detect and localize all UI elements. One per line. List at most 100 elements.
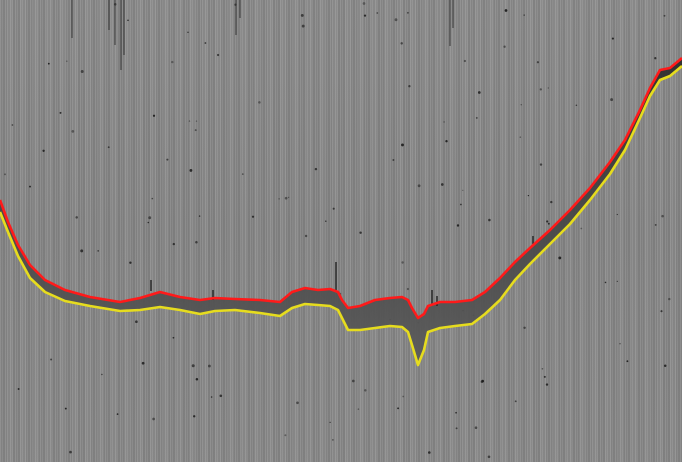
speckle-dot — [543, 375, 546, 378]
speckle-dot — [172, 242, 175, 246]
speckle-dot — [332, 439, 334, 441]
speckle-dot — [514, 400, 517, 403]
speckle-dot — [488, 218, 491, 222]
speckle-dot — [401, 261, 404, 264]
speckle-dot — [527, 194, 530, 197]
boundary-spikes — [150, 236, 534, 306]
speckle-dot — [481, 379, 485, 383]
speckle-dot — [503, 45, 506, 48]
speckle-dot — [376, 12, 379, 14]
speckle-dot — [610, 98, 614, 102]
speckle-dot — [401, 143, 404, 147]
speckle-dot — [545, 383, 549, 386]
speckle-dot — [406, 287, 409, 291]
speckle-dot — [219, 394, 223, 398]
speckle-dot — [195, 120, 198, 122]
speckle-dot — [455, 427, 458, 430]
speckle-dot — [547, 87, 549, 89]
speckle-dot — [462, 189, 464, 191]
speckle-dot — [300, 13, 304, 17]
speckle-dot — [523, 326, 526, 330]
speckle-dot — [195, 240, 198, 244]
speckle-dot — [47, 62, 50, 65]
speckle-dot — [546, 220, 549, 223]
speckle-dot — [301, 24, 305, 28]
speckle-dot — [152, 114, 156, 117]
speckle-dot — [141, 361, 145, 365]
speckle-dot — [408, 85, 411, 88]
speckle-dot — [101, 373, 103, 376]
speckle-dot — [520, 103, 523, 106]
speckle-dot — [4, 173, 6, 176]
speckle-dot — [417, 184, 421, 188]
speckle-dot — [107, 146, 110, 149]
lower-boundary-line — [0, 65, 682, 367]
speckle-dot — [80, 70, 84, 73]
speckle-dot — [604, 281, 607, 284]
speckle-dot — [392, 159, 395, 161]
speckle-dot — [539, 88, 542, 91]
speckle-dot — [445, 140, 448, 143]
tissue-band — [0, 58, 682, 365]
speckle-dot — [660, 310, 663, 313]
speckle-dot — [241, 173, 244, 175]
speckle-dot — [364, 389, 367, 392]
speckle-dot — [463, 59, 467, 63]
speckle-dot — [191, 364, 195, 368]
speckle-dot — [474, 426, 478, 429]
speckle-dot — [135, 320, 138, 324]
speckle-dot — [406, 11, 409, 14]
speckle-dot — [147, 221, 150, 224]
speckle-dot — [151, 197, 154, 200]
speckle-dot — [541, 367, 544, 370]
speckle-dot — [329, 421, 331, 424]
speckle-dot — [127, 19, 129, 22]
speckle-dot — [234, 3, 237, 6]
speckle-dot — [523, 14, 525, 16]
speckle-dot — [363, 14, 367, 17]
speckle-dot — [394, 18, 398, 22]
speckle-dot — [580, 227, 583, 230]
speckle-dot — [616, 213, 618, 216]
speckle-dot — [17, 388, 20, 390]
speckle-dot — [456, 224, 460, 227]
speckle-dot — [519, 136, 522, 138]
speckle-dot — [113, 3, 117, 6]
speckle-dot — [663, 364, 667, 367]
speckle-dot — [668, 297, 671, 301]
speckle-dot — [504, 9, 508, 12]
speckle-dot — [198, 215, 201, 217]
speckle-dot — [332, 207, 335, 210]
speckle-dot — [296, 401, 299, 405]
speckle-dot — [189, 168, 193, 172]
speckle-dot — [204, 42, 207, 44]
speckle-dot — [171, 60, 174, 64]
speckle-dot — [351, 379, 355, 383]
speckle-dot — [187, 31, 189, 34]
speckle-dot — [64, 407, 67, 410]
speckle-dot — [195, 378, 199, 381]
speckle-dot — [304, 234, 308, 238]
speckle-dot — [97, 250, 100, 252]
speckle-dot — [536, 61, 540, 64]
speckle-dot — [397, 407, 400, 410]
speckle-dot — [278, 198, 280, 200]
speckle-dot — [258, 101, 261, 104]
upper-boundary-line — [0, 57, 682, 320]
speckle-dot — [29, 185, 31, 188]
speckle-dot — [210, 396, 213, 398]
speckle-dot — [661, 214, 664, 218]
speckle-dot — [475, 116, 478, 119]
speckle-noise — [4, 2, 671, 459]
speckle-dot — [193, 415, 196, 418]
speckle-dot — [287, 196, 290, 199]
speckle-dot — [654, 57, 657, 60]
speckle-dot — [427, 451, 431, 454]
speckle-dot — [619, 343, 621, 345]
speckle-dot — [558, 256, 562, 260]
speckle-dot — [547, 222, 550, 225]
speckle-dot — [75, 216, 78, 219]
speckle-dot — [663, 14, 666, 17]
speckle-dot — [400, 42, 403, 45]
